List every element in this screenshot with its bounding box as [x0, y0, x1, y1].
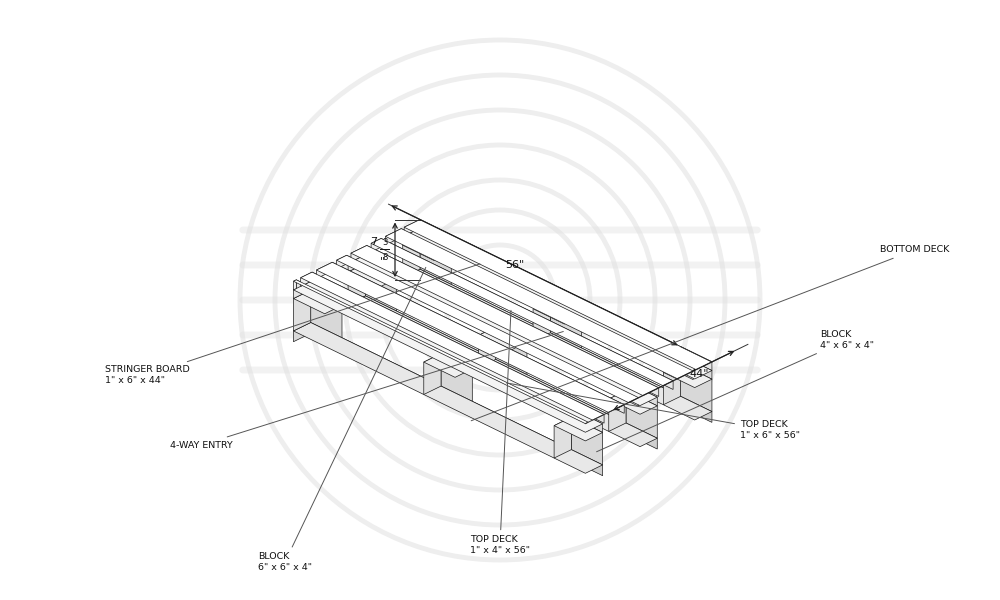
- Polygon shape: [347, 255, 639, 406]
- Polygon shape: [663, 364, 681, 405]
- Polygon shape: [533, 301, 582, 324]
- Polygon shape: [337, 255, 347, 269]
- Polygon shape: [301, 272, 604, 420]
- Polygon shape: [316, 262, 332, 278]
- Polygon shape: [348, 255, 657, 406]
- Polygon shape: [365, 263, 397, 311]
- Text: TOP DECK
1" x 4" x 56": TOP DECK 1" x 4" x 56": [470, 310, 530, 554]
- Polygon shape: [404, 220, 712, 370]
- Polygon shape: [348, 296, 657, 446]
- Text: 44": 44": [689, 370, 709, 379]
- Polygon shape: [401, 229, 693, 380]
- Polygon shape: [337, 255, 639, 403]
- Text: BLOCK
6" x 6" x 4": BLOCK 6" x 6" x 4": [258, 268, 426, 572]
- Polygon shape: [351, 245, 367, 262]
- Polygon shape: [681, 364, 712, 412]
- Polygon shape: [420, 237, 451, 284]
- Text: 8: 8: [382, 253, 387, 262]
- Polygon shape: [371, 238, 381, 252]
- Polygon shape: [626, 391, 657, 438]
- Polygon shape: [550, 301, 582, 348]
- Text: TOP DECK
1" x 6" x 56": TOP DECK 1" x 6" x 56": [506, 383, 800, 440]
- Polygon shape: [441, 353, 472, 401]
- Polygon shape: [301, 272, 312, 286]
- Polygon shape: [403, 237, 451, 260]
- Polygon shape: [293, 280, 296, 290]
- Polygon shape: [424, 353, 441, 394]
- Polygon shape: [381, 238, 673, 389]
- Polygon shape: [403, 237, 420, 278]
- Polygon shape: [367, 245, 659, 397]
- Polygon shape: [403, 269, 420, 289]
- Polygon shape: [420, 228, 712, 379]
- Polygon shape: [478, 327, 496, 368]
- Text: 3: 3: [382, 238, 387, 247]
- Polygon shape: [420, 220, 712, 371]
- Polygon shape: [293, 281, 311, 299]
- Polygon shape: [293, 280, 588, 424]
- Polygon shape: [348, 296, 365, 315]
- Polygon shape: [293, 323, 603, 473]
- Text: BOTTOM DECK: BOTTOM DECK: [471, 245, 949, 421]
- Polygon shape: [496, 327, 527, 374]
- Polygon shape: [316, 262, 624, 412]
- Polygon shape: [609, 391, 657, 414]
- Polygon shape: [293, 290, 311, 331]
- Polygon shape: [293, 281, 603, 432]
- Polygon shape: [332, 262, 624, 413]
- Polygon shape: [424, 353, 472, 377]
- Polygon shape: [403, 269, 712, 420]
- Polygon shape: [293, 290, 342, 314]
- Polygon shape: [348, 263, 397, 287]
- Polygon shape: [385, 229, 693, 379]
- Polygon shape: [478, 327, 527, 350]
- Polygon shape: [533, 301, 550, 341]
- Polygon shape: [293, 323, 311, 342]
- Polygon shape: [420, 269, 712, 422]
- Polygon shape: [311, 323, 603, 476]
- Polygon shape: [554, 417, 571, 458]
- Text: ": ": [380, 256, 385, 266]
- Polygon shape: [312, 272, 604, 423]
- Polygon shape: [296, 280, 588, 431]
- Text: 56": 56": [505, 260, 524, 271]
- Text: 4-WAY ENTRY: 4-WAY ENTRY: [170, 332, 563, 449]
- Polygon shape: [311, 281, 603, 433]
- Text: STRINGER BOARD
1" x 6" x 44": STRINGER BOARD 1" x 6" x 44": [105, 264, 480, 385]
- Polygon shape: [404, 220, 420, 236]
- Polygon shape: [571, 417, 603, 465]
- Polygon shape: [609, 391, 626, 431]
- Polygon shape: [365, 296, 657, 449]
- Polygon shape: [348, 263, 365, 304]
- Polygon shape: [351, 245, 659, 395]
- Polygon shape: [371, 238, 673, 386]
- Polygon shape: [403, 228, 712, 379]
- Polygon shape: [385, 229, 401, 245]
- Text: 7: 7: [370, 237, 377, 247]
- Polygon shape: [311, 290, 342, 338]
- Polygon shape: [348, 255, 365, 272]
- Polygon shape: [554, 417, 603, 441]
- Text: BLOCK
4" x 6" x 4": BLOCK 4" x 6" x 4": [597, 330, 874, 452]
- Polygon shape: [663, 364, 712, 388]
- Polygon shape: [365, 255, 657, 406]
- Polygon shape: [403, 228, 420, 245]
